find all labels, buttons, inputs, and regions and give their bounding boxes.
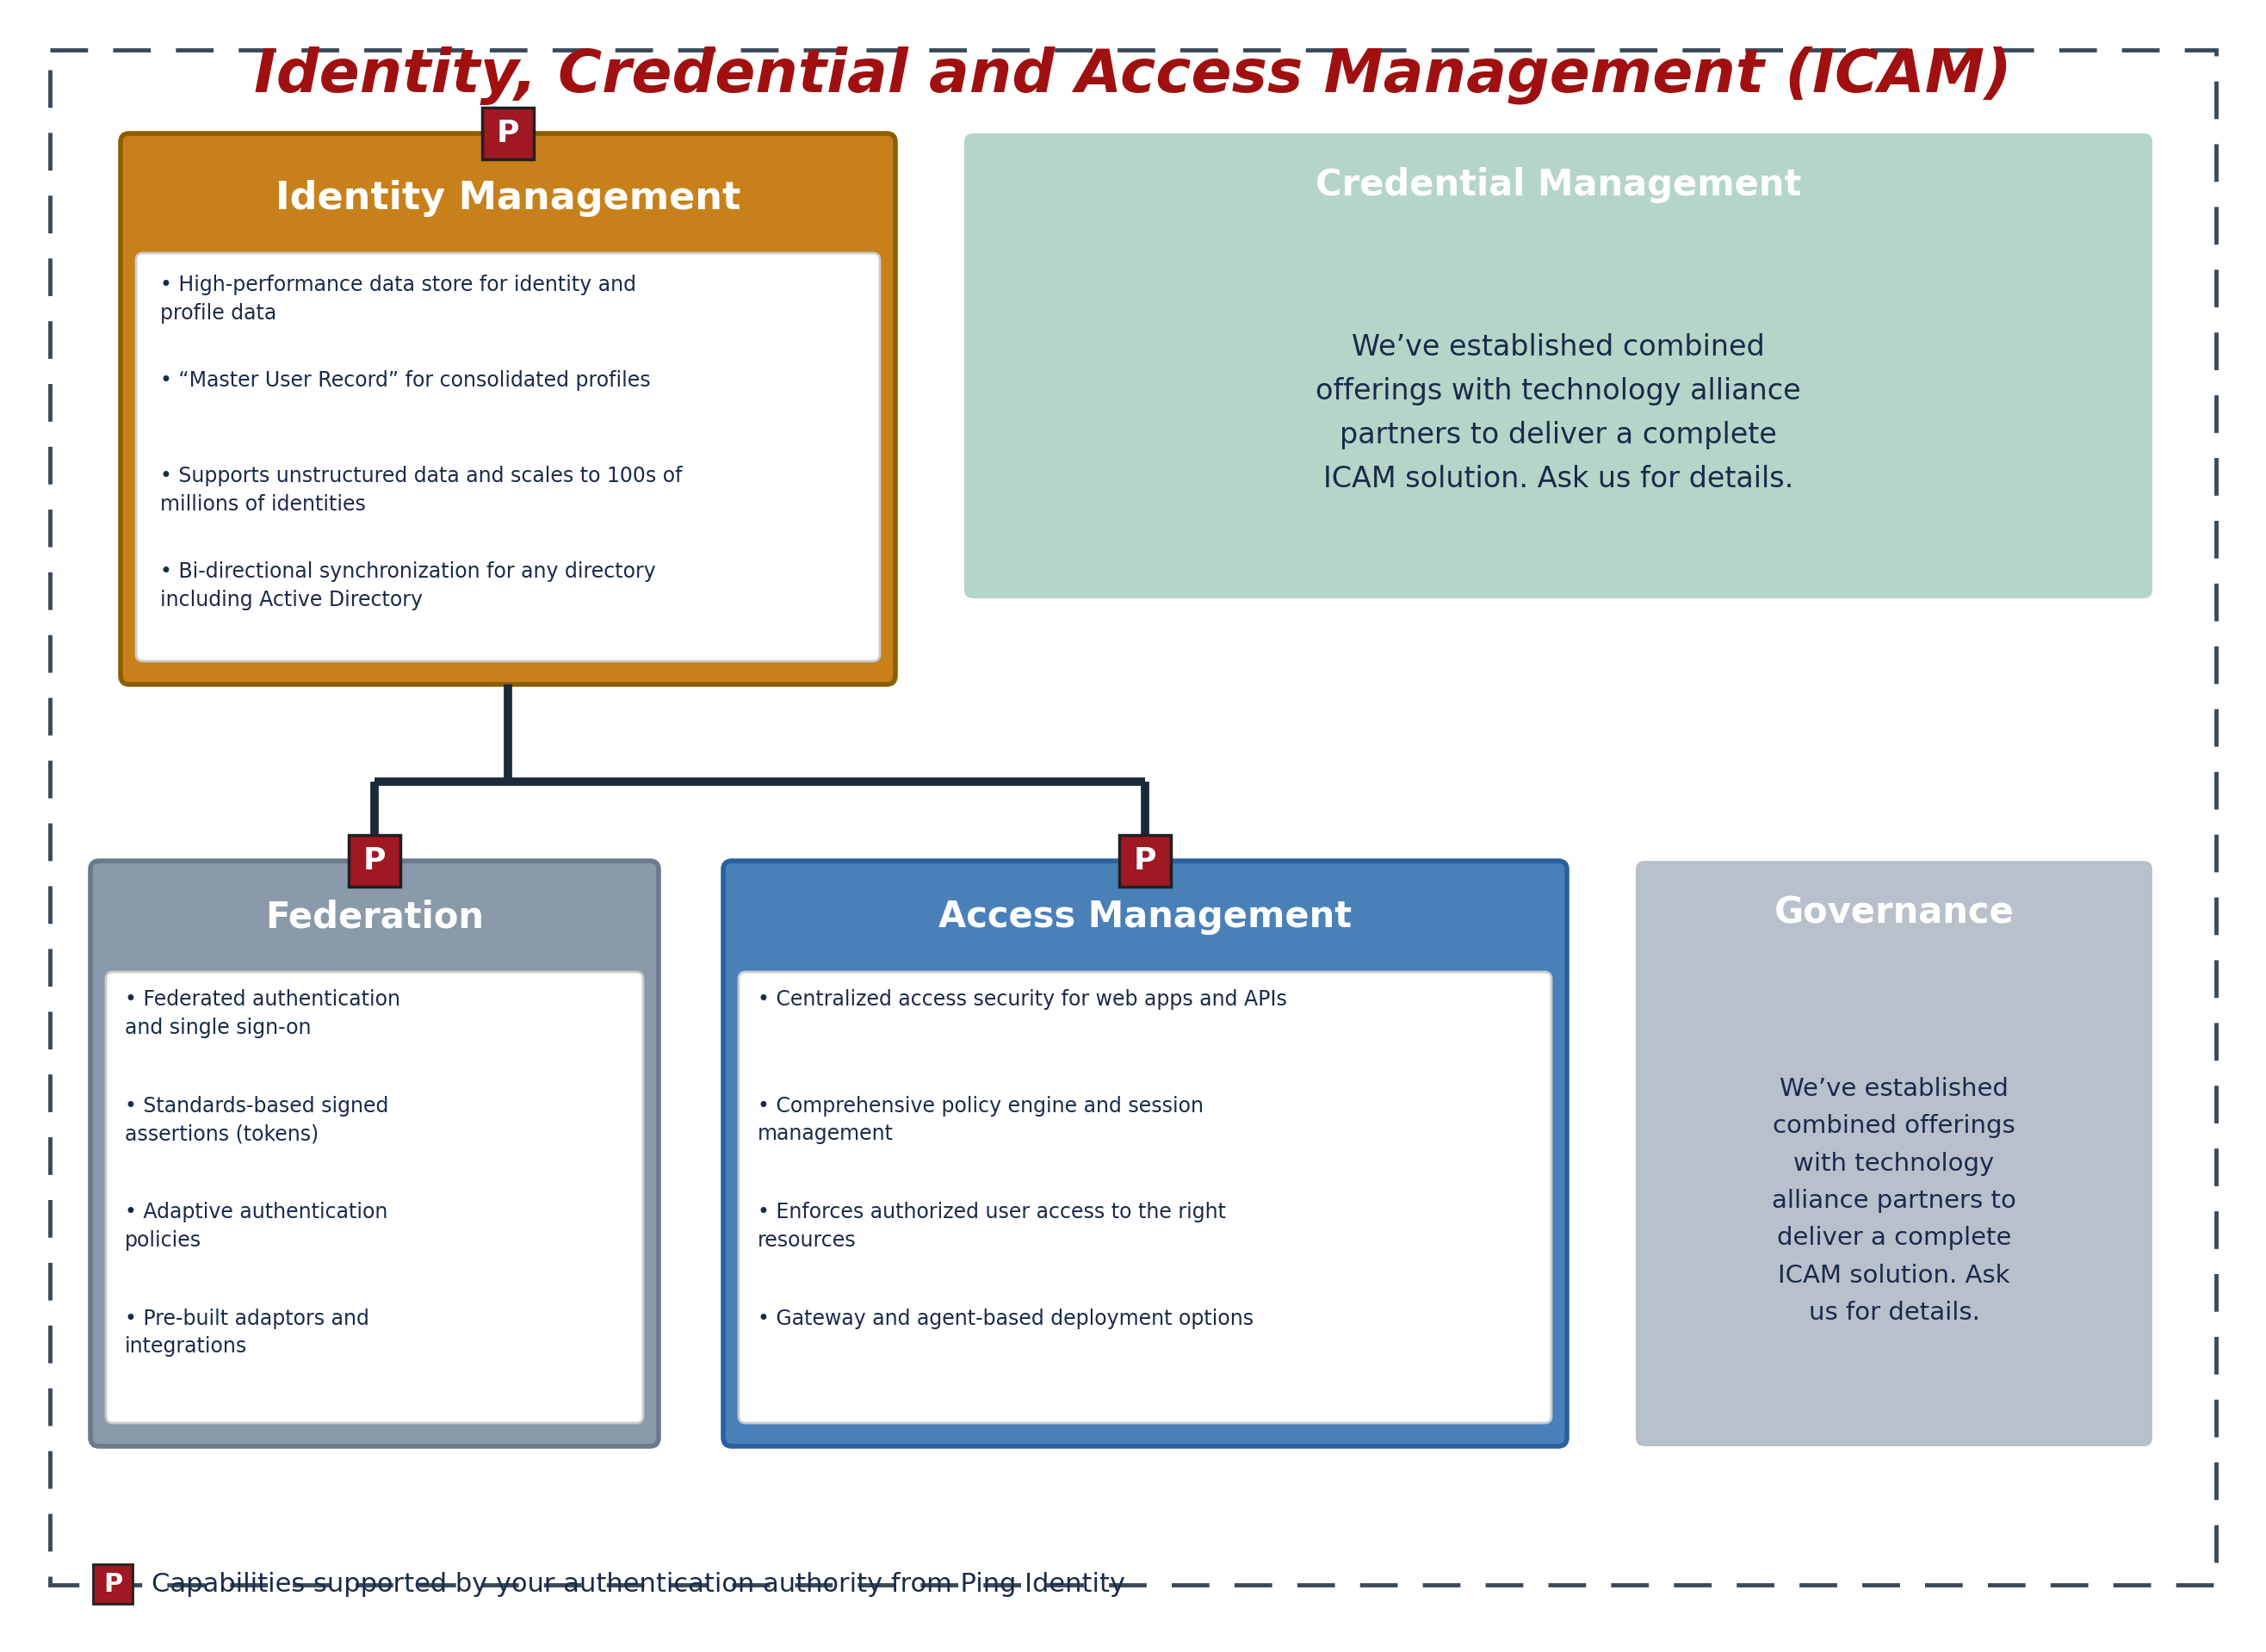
Text: Access Management: Access Management bbox=[938, 899, 1353, 935]
Text: • Adaptive authentication
policies: • Adaptive authentication policies bbox=[125, 1201, 387, 1251]
FancyBboxPatch shape bbox=[483, 107, 535, 159]
FancyBboxPatch shape bbox=[723, 861, 1566, 1446]
FancyBboxPatch shape bbox=[1636, 861, 2153, 1446]
FancyBboxPatch shape bbox=[91, 861, 659, 1446]
FancyBboxPatch shape bbox=[120, 134, 895, 684]
FancyBboxPatch shape bbox=[93, 1564, 134, 1604]
Text: Identity, Credential and Access Management (ICAM): Identity, Credential and Access Manageme… bbox=[254, 46, 2012, 106]
Text: Federation: Federation bbox=[265, 899, 485, 935]
Text: • Federated authentication
and single sign-on: • Federated authentication and single si… bbox=[125, 990, 401, 1037]
Text: • Centralized access security for web apps and APIs: • Centralized access security for web ap… bbox=[757, 990, 1287, 1009]
FancyBboxPatch shape bbox=[136, 253, 879, 661]
Text: We’ve established combined
offerings with technology alliance
partners to delive: We’ve established combined offerings wit… bbox=[1317, 334, 1801, 494]
Text: P: P bbox=[104, 1571, 122, 1596]
Text: P: P bbox=[363, 846, 385, 876]
FancyBboxPatch shape bbox=[965, 134, 2153, 598]
Text: • Standards-based signed
assertions (tokens): • Standards-based signed assertions (tok… bbox=[125, 1095, 387, 1145]
Text: • Gateway and agent-based deployment options: • Gateway and agent-based deployment opt… bbox=[757, 1308, 1253, 1328]
Text: We’ve established
combined offerings
with technology
alliance partners to
delive: We’ve established combined offerings wit… bbox=[1772, 1077, 2017, 1325]
Text: • Enforces authorized user access to the right
resources: • Enforces authorized user access to the… bbox=[757, 1201, 1226, 1251]
Text: • High-performance data store for identity and
profile data: • High-performance data store for identi… bbox=[161, 274, 637, 324]
FancyBboxPatch shape bbox=[1119, 834, 1172, 887]
Text: Identity Management: Identity Management bbox=[276, 180, 741, 216]
Text: Capabilities supported by your authentication authority from Ping Identity: Capabilities supported by your authentic… bbox=[152, 1571, 1126, 1596]
Text: • Pre-built adaptors and
integrations: • Pre-built adaptors and integrations bbox=[125, 1308, 369, 1356]
Text: • Bi-directional synchronization for any directory
including Active Directory: • Bi-directional synchronization for any… bbox=[161, 562, 655, 610]
FancyBboxPatch shape bbox=[349, 834, 401, 887]
Text: Governance: Governance bbox=[1774, 894, 2014, 930]
Text: P: P bbox=[1133, 846, 1156, 876]
Text: Credential Management: Credential Management bbox=[1314, 167, 1801, 203]
FancyBboxPatch shape bbox=[107, 971, 644, 1422]
FancyBboxPatch shape bbox=[739, 971, 1552, 1422]
Text: P: P bbox=[496, 119, 519, 149]
Text: • “Master User Record” for consolidated profiles: • “Master User Record” for consolidated … bbox=[161, 370, 650, 392]
Text: • Supports unstructured data and scales to 100s of
millions of identities: • Supports unstructured data and scales … bbox=[161, 466, 682, 514]
Text: • Comprehensive policy engine and session
management: • Comprehensive policy engine and sessio… bbox=[757, 1095, 1203, 1145]
